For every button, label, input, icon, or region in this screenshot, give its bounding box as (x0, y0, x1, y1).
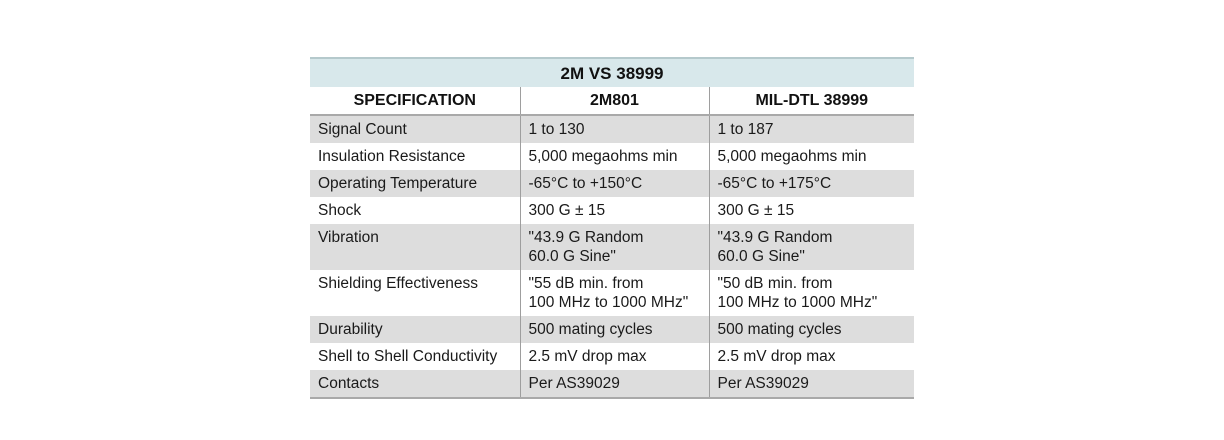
spec-name-cell: Operating Temperature (310, 170, 520, 197)
38999-value-cell: "50 dB min. from 100 MHz to 1000 MHz" (708, 270, 915, 316)
table-title-row: 2M VS 38999 (310, 57, 915, 87)
2m801-value-cell: "43.9 G Random 60.0 G Sine" (519, 224, 709, 270)
header-specification: SPECIFICATION (310, 87, 520, 116)
table-row: Signal Count 1 to 130 1 to 187 (310, 115, 915, 143)
2m801-value-cell: 300 G ± 15 (519, 197, 709, 224)
spec-name-cell: Shell to Shell Conductivity (310, 343, 520, 370)
table-header-row: SPECIFICATION 2M801 MIL-DTL 38999 (310, 87, 915, 116)
header-mil-dtl-38999: MIL-DTL 38999 (708, 87, 915, 116)
2m801-value-cell: 2.5 mV drop max (519, 343, 709, 370)
table-row: Shock 300 G ± 15 300 G ± 15 (310, 197, 915, 224)
spec-name-cell: Contacts (310, 370, 520, 399)
2m801-value-cell: 1 to 130 (519, 115, 709, 143)
38999-value-cell: 5,000 megaohms min (708, 143, 915, 170)
table-row: Insulation Resistance 5,000 megaohms min… (310, 143, 915, 170)
38999-value-cell: 500 mating cycles (708, 316, 915, 343)
spec-name-cell: Shielding Effectiveness (310, 270, 520, 316)
table-row: Operating Temperature -65°C to +150°C -6… (310, 170, 915, 197)
2m801-value-cell: -65°C to +150°C (519, 170, 709, 197)
spec-name-cell: Signal Count (310, 115, 520, 143)
spec-name-cell: Insulation Resistance (310, 143, 520, 170)
table-row: Shell to Shell Conductivity 2.5 mV drop … (310, 343, 915, 370)
header-2m801: 2M801 (519, 87, 709, 116)
spec-name-cell: Shock (310, 197, 520, 224)
spec-name-cell: Vibration (310, 224, 520, 270)
38999-value-cell: Per AS39029 (708, 370, 915, 399)
table-row: Shielding Effectiveness "55 dB min. from… (310, 270, 915, 316)
table-row: Durability 500 mating cycles 500 mating … (310, 316, 915, 343)
38999-value-cell: 300 G ± 15 (708, 197, 915, 224)
table-title: 2M VS 38999 (310, 57, 915, 87)
38999-value-cell: 1 to 187 (708, 115, 915, 143)
table-row: Vibration "43.9 G Random 60.0 G Sine" "4… (310, 224, 915, 270)
38999-value-cell: "43.9 G Random 60.0 G Sine" (708, 224, 915, 270)
table-row: Contacts Per AS39029 Per AS39029 (310, 370, 915, 399)
2m801-value-cell: "55 dB min. from 100 MHz to 1000 MHz" (519, 270, 709, 316)
2m801-value-cell: 5,000 megaohms min (519, 143, 709, 170)
2m801-value-cell: Per AS39029 (519, 370, 709, 399)
38999-value-cell: -65°C to +175°C (708, 170, 915, 197)
2m801-value-cell: 500 mating cycles (519, 316, 709, 343)
38999-value-cell: 2.5 mV drop max (708, 343, 915, 370)
spec-name-cell: Durability (310, 316, 520, 343)
comparison-table: 2M VS 38999 SPECIFICATION 2M801 MIL-DTL … (310, 57, 915, 399)
